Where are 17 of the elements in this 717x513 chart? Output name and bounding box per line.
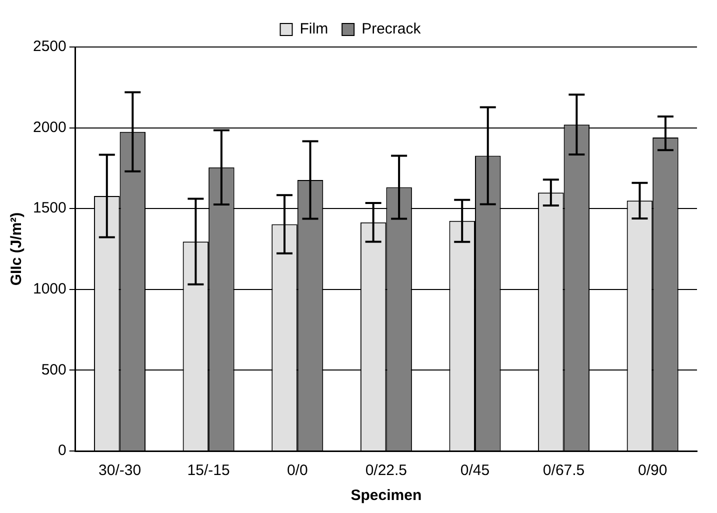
y-tick-label: 1000 xyxy=(32,280,66,298)
y-tick-label: 500 xyxy=(41,361,66,378)
x-tick-label: 15/-15 xyxy=(187,462,230,480)
y-tick-label: 0 xyxy=(58,442,66,460)
x-tick-label: 0/0 xyxy=(286,462,308,480)
legend-label: Film xyxy=(300,20,328,38)
x-tick-label: 0/67.5 xyxy=(542,462,585,480)
x-tick-label: 30/-30 xyxy=(98,462,142,480)
y-tick-label: 1500 xyxy=(32,200,66,217)
x-tick-label: 0/45 xyxy=(460,462,490,480)
y-tick-label: 2500 xyxy=(32,38,66,56)
x-tick-label: 0/90 xyxy=(638,462,668,480)
legend-label: Precrack xyxy=(362,20,422,38)
x-tick-label: 0/22.5 xyxy=(365,462,408,480)
y-axis-title: GIIc (J/m²) xyxy=(8,212,26,286)
x-axis-title: Specimen xyxy=(350,487,422,504)
y-tick-label: 2000 xyxy=(32,118,66,136)
